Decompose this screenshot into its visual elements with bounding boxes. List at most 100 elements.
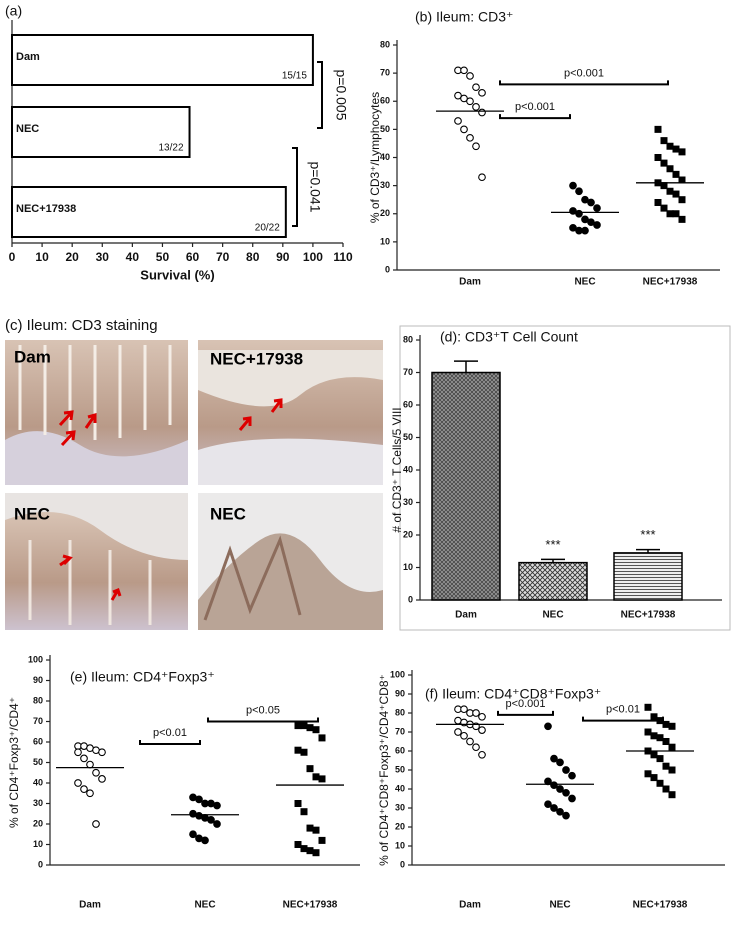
data-point [654,154,662,161]
x-tick-label: 40 [126,250,140,264]
y-tick-label: 20 [403,529,413,539]
data-point [466,737,474,746]
data-point [666,165,674,173]
y-tick-label: 80 [395,707,405,717]
error-bar [454,360,478,373]
chart-title: (d): CD3⁺T Cell Count [440,329,578,345]
x-tick-label: Dam [459,277,481,288]
x-tick-label: 100 [303,250,323,264]
bar [11,34,314,86]
data-point [575,187,583,196]
data-point [454,91,462,100]
data-point [644,770,652,778]
data-point [98,748,106,757]
data-point [581,215,589,224]
data-point [575,209,583,218]
data-point [460,731,468,740]
p-value: p<0.01 [606,704,640,716]
data-point [294,800,302,807]
x-tick-label: 60 [186,250,200,264]
data-point [213,801,221,810]
image-label: NEC [210,504,246,523]
image-label: NEC+17938 [210,349,303,368]
bar-category: NEC [16,123,39,135]
data-point [306,824,314,832]
error-bar [636,548,660,553]
significance-marker: *** [640,527,655,542]
data-point [644,703,652,711]
bar-category: Dam [16,51,40,63]
y-axis-label: # of CD3⁺ T Cells/5 VIII [390,407,404,532]
p-value: p<0.05 [246,704,280,716]
y-tick-label: 50 [395,764,405,774]
p-value: p<0.001 [505,698,545,710]
data-point [478,173,486,182]
x-tick-label: 90 [276,250,290,264]
x-tick-label: 30 [96,250,110,264]
x-tick-label: 20 [66,250,80,264]
bar-category: NEC+17938 [16,203,76,215]
data-point [593,221,601,229]
bar [431,371,501,601]
data-point [656,734,664,742]
micrograph [198,493,383,630]
data-point [672,170,680,178]
y-tick-label: 90 [33,675,43,685]
y-tick-label: 90 [395,688,405,698]
data-point [569,223,577,232]
significance-bracket [582,716,664,722]
data-point [678,196,686,204]
y-tick-label: 100 [28,654,43,664]
data-point [662,762,670,770]
data-point [86,760,94,769]
data-point [312,726,320,734]
data-point [92,768,100,777]
data-point [672,190,680,198]
data-point [460,94,468,103]
y-tick-label: 30 [403,497,413,507]
bar [11,186,287,238]
data-point [294,746,302,754]
x-tick-label: NEC+17938 [633,900,688,911]
data-point [587,198,595,207]
data-point [644,728,652,736]
panel-title: (c) Ileum: CD3 staining [5,317,158,334]
y-tick-label: 100 [390,669,405,679]
p-value: p=0.041 [307,162,323,213]
data-point [569,181,577,190]
data-point [466,97,474,106]
p-value: p<0.001 [515,101,555,113]
data-point [587,218,595,227]
data-point [556,807,564,816]
y-tick-label: 10 [33,839,43,849]
y-tick-label: 10 [380,236,390,246]
data-point [478,726,486,734]
data-point [550,804,558,812]
data-point [662,785,670,793]
y-tick-label: 60 [395,745,405,755]
data-point [650,732,658,740]
data-point [562,811,570,820]
data-point [454,117,462,125]
data-point [74,748,82,757]
x-tick-label: NEC+17938 [283,900,338,911]
y-tick-label: 20 [380,208,390,218]
data-point [660,137,668,145]
data-point [478,750,486,759]
data-point [300,808,308,816]
micrograph [5,340,188,485]
y-axis-label: % of CD4⁺CD8⁺Foxp3⁺/CD4⁺CD8⁺ [377,674,391,866]
data-point [666,142,674,150]
x-tick-label: Dam [455,610,477,621]
value-label: 13/22 [159,143,184,154]
y-tick-label: 50 [380,124,390,134]
data-point [294,841,302,848]
chart-title: (f) Ileum: CD4⁺CD8⁺Foxp3⁺ [425,686,601,702]
data-point [650,751,658,759]
significance-bracket [499,80,669,86]
y-tick-label: 70 [403,367,413,377]
data-point [550,754,558,763]
data-point [478,88,486,97]
data-point [306,765,314,773]
y-tick-label: 60 [33,736,43,746]
